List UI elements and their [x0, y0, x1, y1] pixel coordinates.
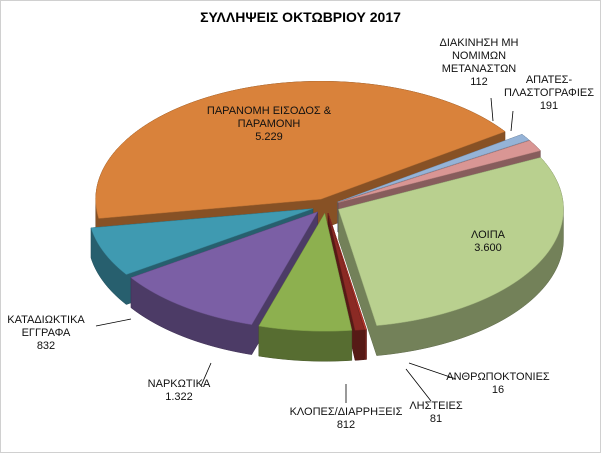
- value-label: 832: [36, 340, 56, 352]
- slice-label: ΚΑΤΑΔΙΩΚΤΙΚΑ ΕΓΓΡΑΦΑ: [7, 314, 85, 339]
- slice-label: ΑΠΑΤΕΣ-ΠΛΑΣΤΟΓΡΑΦΙΕΣ: [503, 74, 595, 99]
- leader-line: [200, 362, 212, 387]
- value-label: 5.229: [255, 131, 283, 143]
- leader-line: [490, 97, 494, 122]
- value-label: 191: [539, 100, 559, 112]
- value-label: 1.322: [165, 391, 193, 403]
- slice-label: ΑΝΘΡΩΠΟΚΤΟΝΙΕΣ: [446, 371, 550, 383]
- slice-label: ΠΑΡΑΝΟΜΗ ΕΙΣΟΔΟΣ & ΠΑΡΑΜΟΝΗ: [206, 105, 332, 130]
- slice-label: ΚΛΟΠΕΣ/ΔΙΑΡΡΗΞΕΙΣ: [289, 406, 403, 418]
- leader-line: [510, 110, 514, 132]
- leader-line: [408, 362, 457, 380]
- value-label: 112: [470, 76, 488, 88]
- slice: [130, 211, 319, 325]
- value-label: 3.600: [474, 242, 502, 254]
- slice: [258, 212, 353, 332]
- slice-label: ΔΙΑΚΙΝΗΣΗ ΜΗ ΝΟΜΙΜΩΝ ΜΕΤΑΝΑΣΤΩΝ: [439, 37, 519, 75]
- slice-label: ΛΗΣΤΕΙΕΣ: [409, 400, 463, 412]
- slice: [338, 157, 564, 326]
- slice: [90, 208, 314, 275]
- slice-label: ΝΑΡΚΩΤΙΚΑ: [147, 378, 211, 390]
- slice: [328, 213, 367, 330]
- value-label: 16: [491, 384, 505, 396]
- slice: [327, 213, 365, 331]
- slice: [338, 140, 541, 203]
- slice-label: ΛΟΙΠΑ: [470, 229, 505, 241]
- leader-line: [405, 368, 432, 402]
- chart-title: ΣΥΛΛΗΨΕΙΣ ΟΚΤΩΒΡΙΟΥ 2017: [200, 9, 401, 25]
- value-label: 812: [336, 419, 356, 431]
- leader-line: [95, 318, 132, 327]
- slice: [337, 134, 530, 203]
- slice: [95, 81, 506, 219]
- value-label: 81: [429, 413, 443, 425]
